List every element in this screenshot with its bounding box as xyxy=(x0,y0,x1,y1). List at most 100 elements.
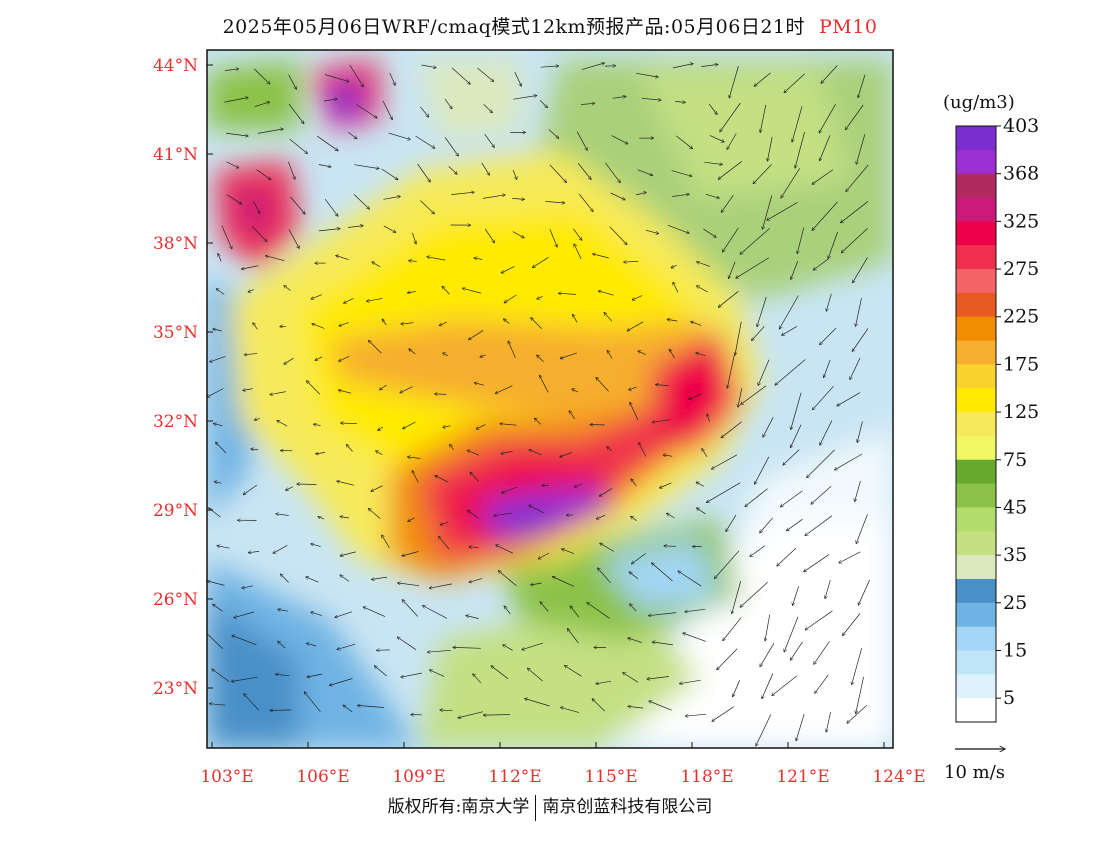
wind-arrow xyxy=(797,227,805,254)
wind-arrow xyxy=(288,161,295,180)
wind-arrow xyxy=(712,454,738,469)
wind-arrow xyxy=(852,257,868,283)
wind-arrow xyxy=(484,228,494,243)
wind-arrow xyxy=(572,314,578,323)
colorbar-label: 35 xyxy=(1003,544,1027,566)
wind-arrow xyxy=(795,131,805,168)
wind-arrow xyxy=(209,508,221,518)
wind-arrow xyxy=(484,715,510,716)
wind-arrow xyxy=(347,131,357,139)
colorbar-swatch xyxy=(956,269,996,294)
wind-arrow xyxy=(243,484,258,495)
wind-arrow xyxy=(225,132,248,136)
wind-arrow xyxy=(820,135,831,161)
wind-arrow xyxy=(318,164,331,167)
wind-arrow xyxy=(335,611,353,618)
wind-arrow xyxy=(340,551,356,556)
wind-arrow xyxy=(729,261,736,279)
wind-arrow xyxy=(412,471,419,483)
wind-arrow xyxy=(367,298,383,302)
wind-arrow xyxy=(740,228,770,254)
wind-arrow xyxy=(297,484,317,485)
wind-arrow xyxy=(697,508,706,515)
colorbar-swatch xyxy=(956,555,996,580)
wind-arrow xyxy=(540,602,549,612)
colorbar-swatch xyxy=(956,578,996,604)
wind-arrow xyxy=(667,319,678,321)
wind-arrow xyxy=(207,581,225,586)
wind-arrow xyxy=(221,225,232,249)
wind-arrow xyxy=(207,633,223,649)
wind-arrow xyxy=(732,581,742,614)
wind-arrow xyxy=(714,550,740,579)
wind-arrow xyxy=(548,129,559,139)
wind-arrow xyxy=(382,535,390,549)
wind-arrow xyxy=(648,612,677,616)
wind-arrow xyxy=(420,106,429,117)
wind-arrow xyxy=(649,701,672,711)
wind-arrow xyxy=(828,231,838,259)
wind-arrow xyxy=(565,666,582,677)
wind-arrow xyxy=(248,289,254,292)
wind-arrow xyxy=(856,514,868,543)
colorbar-label: 15 xyxy=(1003,639,1027,661)
colorbar-swatch xyxy=(956,316,996,342)
colorbar-swatch xyxy=(956,126,996,151)
wind-arrow xyxy=(318,229,340,232)
wind-arrow xyxy=(815,674,829,694)
wind-arrow xyxy=(537,355,544,363)
wind-arrow xyxy=(444,137,458,157)
colorbar-label: 368 xyxy=(1003,163,1039,185)
wind-arrow xyxy=(538,552,550,559)
colorbar-swatch xyxy=(956,507,996,532)
map-title-text: 2025年05月06日WRF/cmaq模式12km预报产品:05月06日21时 xyxy=(222,16,805,38)
wind-arrow xyxy=(348,226,363,228)
lat-tick-label: 23°N xyxy=(153,679,198,699)
wind-arrow xyxy=(562,549,575,554)
wind-arrow xyxy=(207,388,224,398)
wind-arrow xyxy=(740,582,768,607)
wind-arrow xyxy=(400,386,413,393)
colorbar-swatch xyxy=(956,602,996,628)
wind-arrow xyxy=(712,706,734,722)
wind-arrow xyxy=(542,485,549,486)
wind-arrow xyxy=(354,164,379,169)
wind-arrow xyxy=(512,231,524,238)
colorbar-swatch xyxy=(956,245,996,270)
wind-arrow xyxy=(531,582,542,585)
wind-arrow xyxy=(856,298,862,326)
wind-arrow xyxy=(786,518,803,531)
wind-arrow xyxy=(841,227,868,253)
wind-arrow xyxy=(306,577,319,583)
wind-arrow xyxy=(590,425,605,426)
wind-arrow xyxy=(532,257,549,267)
wind-arrow xyxy=(435,476,449,483)
wind-arrow xyxy=(718,291,739,307)
colorbar-swatch xyxy=(956,698,996,723)
wind-arrow xyxy=(596,680,612,684)
colorbar-swatch xyxy=(956,531,996,556)
wind-arrow xyxy=(473,674,482,684)
wind-arrow xyxy=(476,424,486,430)
copyright-footer: 版权所有:南京大学 南京创蓝科技有限公司 xyxy=(0,792,1100,821)
wind-arrow xyxy=(251,449,259,450)
colorbar-swatch xyxy=(956,459,996,485)
wind-arrow xyxy=(409,349,416,355)
wind-arrow xyxy=(343,705,353,713)
wind-arrow xyxy=(540,66,559,67)
lat-tick-label: 35°N xyxy=(153,323,198,343)
wind-arrow xyxy=(380,384,387,390)
wind-arrow xyxy=(760,104,767,133)
wind-arrow xyxy=(805,515,833,536)
wind-arrow xyxy=(702,449,708,457)
wind-arrow xyxy=(500,424,517,426)
wind-arrow xyxy=(567,629,579,644)
wind-arrow xyxy=(673,282,679,293)
wind-arrow xyxy=(537,296,543,300)
wind-arrow xyxy=(683,633,707,642)
wind-arrow xyxy=(722,227,739,252)
wind-arrow xyxy=(784,616,799,652)
wind-arrow xyxy=(796,713,805,741)
wind-arrow xyxy=(252,200,259,214)
longitude-axis: 103°E 106°E 109°E 112°E 115°E 118°E 121°E 124°E xyxy=(200,742,926,787)
